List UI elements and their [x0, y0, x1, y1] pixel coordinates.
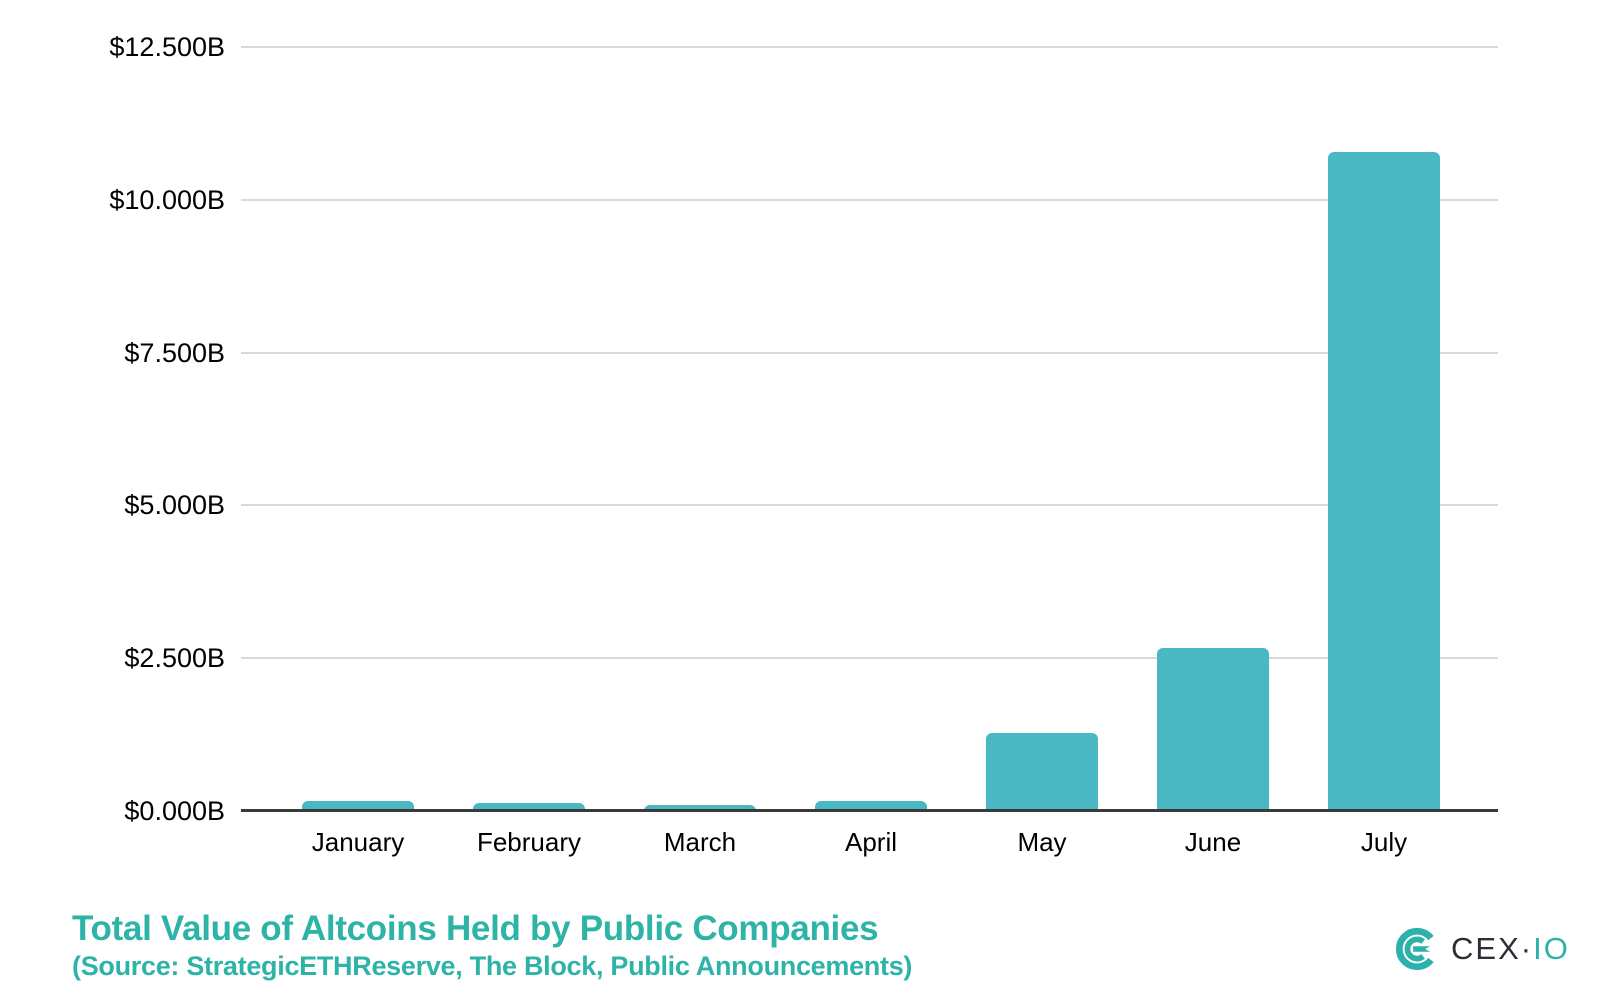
x-tick-label-april: April [844, 827, 897, 857]
bar-february [473, 803, 585, 811]
x-tick-label-february: February [476, 827, 582, 857]
x-tick-label-july: July [1360, 827, 1408, 857]
bar-april [815, 800, 927, 811]
gridline [241, 46, 1498, 48]
gridline [241, 657, 1498, 660]
y-tick-label: $7.500B [124, 337, 225, 368]
x-tick-label-may: May [1017, 827, 1067, 857]
bar-january [302, 801, 414, 811]
x-axis-line [241, 809, 1498, 812]
chart-source-note: (Source: StrategicETHReserve, The Block,… [72, 951, 913, 981]
bar-june [1157, 647, 1269, 811]
chart-title: Total Value of Altcoins Held by Public C… [72, 909, 879, 948]
x-tick-label-march: March [663, 827, 737, 857]
y-tick-label: $10.000B [109, 184, 225, 215]
y-tick-label: $2.500B [124, 643, 225, 674]
gridline [241, 351, 1498, 354]
bar-july [1328, 152, 1440, 811]
gridline [241, 504, 1498, 507]
x-tick-label-june: June [1184, 827, 1242, 857]
y-tick-label: $5.000B [124, 490, 225, 521]
bar-march [644, 804, 756, 811]
gridline [241, 198, 1498, 201]
x-tick-label-january: January [311, 827, 405, 857]
plot-area [241, 46, 1498, 812]
cexio-logo: CEX·IO [1394, 925, 1570, 973]
cexio-logo-mark-icon [1395, 927, 1434, 971]
logo-separator-dot: · [1520, 931, 1534, 966]
bar-may [986, 733, 1098, 811]
footer-text-block: Total Value of Altcoins Held by Public C… [72, 908, 912, 982]
logo-text-cex: CEX [1451, 931, 1521, 966]
y-tick-label: $12.500B [109, 32, 225, 62]
logo-text-io: IO [1533, 931, 1570, 966]
cexio-logo-text: CEX·IO [1451, 925, 1570, 973]
y-tick-label: $0.000B [124, 796, 225, 826]
